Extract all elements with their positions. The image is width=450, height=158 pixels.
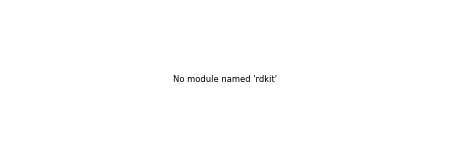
Text: No module named 'rdkit': No module named 'rdkit' xyxy=(173,75,277,83)
